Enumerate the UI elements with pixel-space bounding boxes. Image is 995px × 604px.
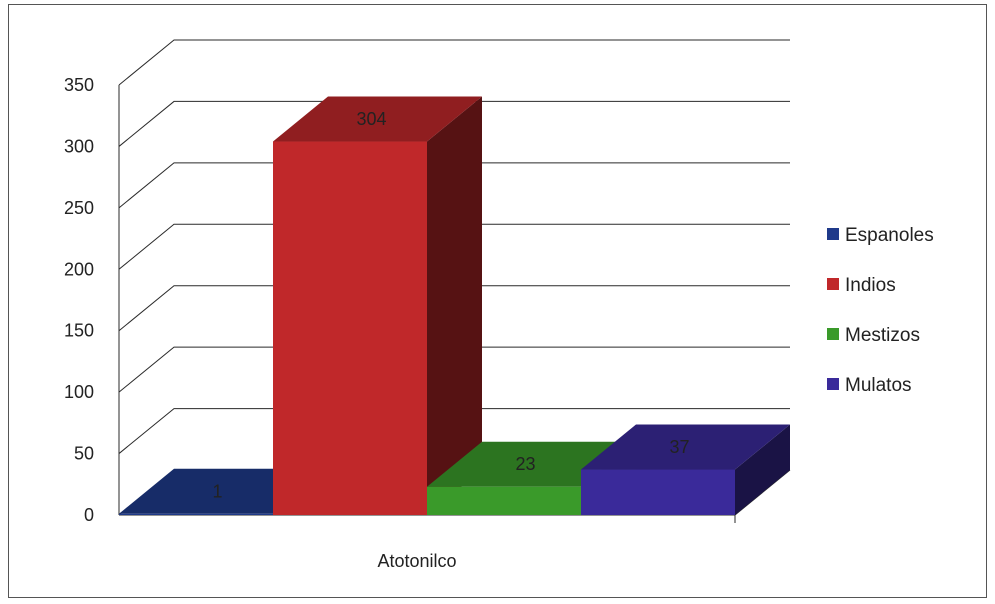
y-tick-label: 0 <box>84 505 94 525</box>
chart-svg: 0 50 100 150 200 250 300 350 1 304 23 37 Atotonilco E… <box>64 39 934 571</box>
gridline <box>118 285 790 332</box>
legend-swatch <box>827 328 839 340</box>
gridline <box>118 39 790 86</box>
bar-front <box>427 486 581 515</box>
bar-side <box>735 424 790 515</box>
bar-top <box>581 424 790 470</box>
y-tick-label: 250 <box>64 198 94 218</box>
gridline <box>118 408 790 454</box>
y-tick-label: 200 <box>64 259 94 279</box>
y-tick-label: 50 <box>74 444 94 464</box>
bar-front <box>119 513 273 515</box>
legend: Espanoles Indios Mestizos Mulatos <box>827 225 934 396</box>
chart-frame: 0 50 100 150 200 250 300 350 1 304 23 37 Atotonilco E… <box>8 4 987 598</box>
bar-mulatos: 37 <box>581 424 790 515</box>
data-label: 37 <box>669 437 689 457</box>
data-label: 1 <box>212 481 222 501</box>
legend-label: Indios <box>845 275 896 296</box>
y-tick-label: 150 <box>64 321 94 341</box>
legend-swatch <box>827 228 839 240</box>
legend-label: Mestizos <box>845 325 920 346</box>
data-label: 23 <box>515 454 535 474</box>
legend-swatch <box>827 278 839 290</box>
gridline <box>118 162 790 209</box>
bar-front <box>273 141 427 515</box>
y-tick-label: 350 <box>64 75 94 95</box>
bar-top <box>273 96 482 142</box>
bar-side <box>427 96 482 515</box>
legend-label: Espanoles <box>845 225 934 246</box>
bar-indios: 304 <box>273 96 482 515</box>
legend-swatch <box>827 378 839 390</box>
data-label: 304 <box>356 109 386 129</box>
gridline <box>118 223 790 270</box>
gridline <box>118 346 790 393</box>
gridline <box>118 100 790 147</box>
category-label: Atotonilco <box>377 551 456 571</box>
gridlines <box>118 39 790 516</box>
legend-label: Mulatos <box>845 375 912 396</box>
bar-front <box>581 469 735 515</box>
y-tick-label: 100 <box>64 382 94 402</box>
y-tick-label: 300 <box>64 136 94 156</box>
